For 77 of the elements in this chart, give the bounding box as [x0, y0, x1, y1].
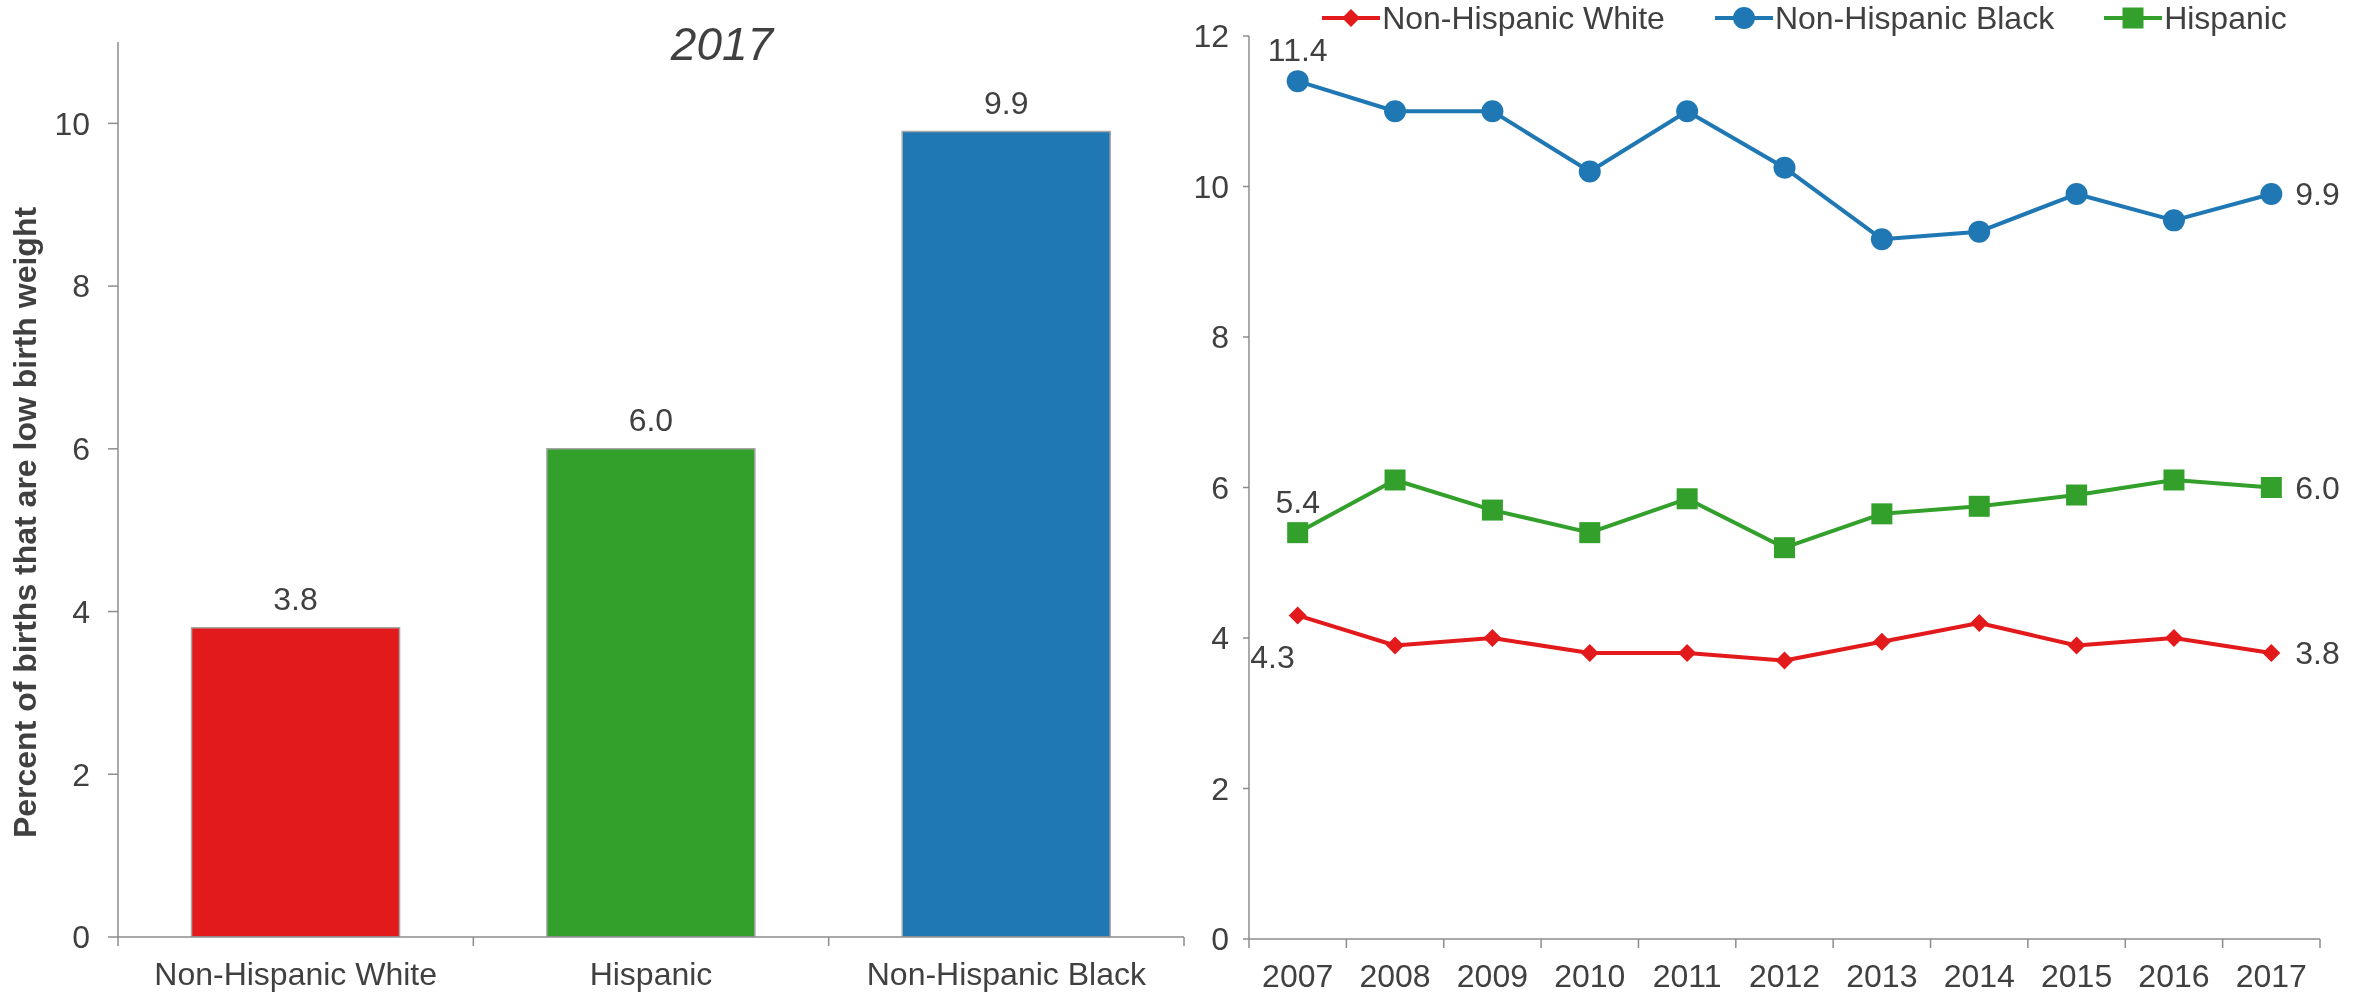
data-label: 5.4 [1275, 483, 1320, 520]
point [2162, 209, 2185, 232]
x-tick-label: 2013 [1846, 958, 1918, 994]
point [1872, 632, 1891, 651]
y-tick-label: 12 [1193, 18, 1229, 55]
y-tick-label: 10 [54, 105, 90, 142]
point [1288, 606, 1307, 625]
x-tick-label: 2012 [1748, 958, 1821, 994]
point [1775, 651, 1794, 670]
data-label: 6.0 [2295, 469, 2340, 506]
bar [901, 130, 1111, 937]
point [2260, 183, 2283, 206]
point [2163, 469, 2185, 491]
x-tick-label: 2008 [1359, 958, 1431, 994]
data-label: 3.8 [2295, 635, 2340, 672]
x-tick-label: 2007 [1262, 958, 1334, 994]
point [1580, 644, 1599, 663]
point [1579, 522, 1601, 544]
x-tick-label: Non-Hispanic White [154, 956, 438, 992]
data-label: 9.9 [2295, 176, 2340, 213]
point [1870, 228, 1893, 251]
point [1774, 537, 1795, 559]
y-tick-label: 8 [72, 268, 90, 305]
y-tick-label: 6 [72, 431, 90, 468]
data-label: 3.8 [273, 580, 318, 617]
point [2065, 183, 2088, 206]
point [1287, 522, 1309, 544]
x-tick-label: 2009 [1456, 958, 1528, 994]
point [1286, 70, 1309, 93]
data-label: 11.4 [1267, 32, 1328, 69]
x-tick-label: 2017 [2235, 958, 2307, 994]
data-label: 4.3 [1250, 639, 1295, 676]
point [1970, 613, 1989, 632]
x-tick-label: 2016 [2138, 958, 2210, 994]
point [2067, 636, 2086, 655]
point [1773, 156, 1796, 179]
y-tick-label: 0 [72, 919, 90, 956]
point [2260, 477, 2282, 498]
y-tick-label: 4 [1211, 620, 1229, 657]
point [1483, 629, 1502, 647]
point [1386, 636, 1405, 655]
data-label: 9.9 [983, 84, 1029, 121]
point [2262, 644, 2281, 663]
legend-label: Non-Hispanic Black [1774, 0, 2055, 37]
point [2164, 629, 2183, 647]
x-tick-label: Hispanic [589, 956, 713, 992]
point [1676, 488, 1698, 510]
y-tick-label: 4 [72, 593, 90, 630]
point [1384, 469, 1406, 491]
x-tick-label: 2010 [1554, 958, 1626, 994]
y-axis-title: Percent of births that are low birth weight [7, 206, 43, 839]
y-tick-label: 2 [72, 756, 90, 793]
point [1578, 160, 1601, 183]
data-label: 6.0 [628, 401, 674, 438]
point [1678, 644, 1697, 663]
point [1871, 503, 1893, 525]
bar [190, 627, 401, 937]
point [1676, 100, 1699, 123]
y-tick-label: 8 [1211, 319, 1229, 356]
point [2066, 484, 2088, 506]
x-tick-label: 2014 [1943, 958, 2015, 994]
point [1481, 100, 1504, 123]
point [1481, 499, 1503, 521]
point [1384, 100, 1407, 123]
chart-title: 2017 [669, 18, 776, 71]
y-tick-label: 6 [1211, 469, 1229, 506]
point [1968, 495, 1990, 517]
legend-label: Non-Hispanic White [1382, 0, 1665, 37]
y-tick-label: 2 [1211, 770, 1229, 807]
bar [546, 448, 756, 937]
x-tick-label: Non-Hispanic Black [866, 956, 1147, 992]
point [1968, 220, 1991, 243]
x-tick-label: 2015 [2041, 958, 2113, 994]
y-tick-label: 10 [1193, 168, 1229, 205]
legend-label: Hispanic [2164, 0, 2287, 37]
x-tick-label: 2011 [1652, 958, 1722, 994]
y-tick-label: 0 [1211, 921, 1229, 958]
